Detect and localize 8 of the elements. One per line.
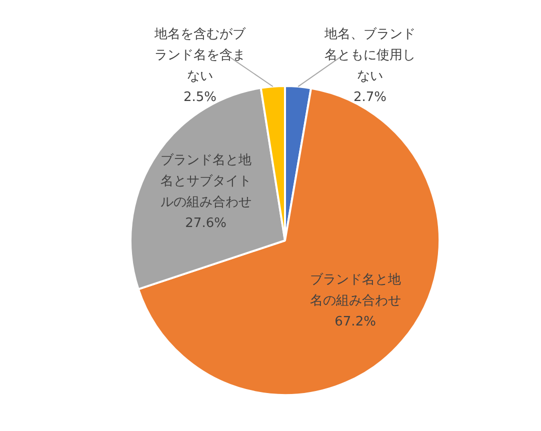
data-label: 27.6% <box>185 216 226 232</box>
slice-label: ブランド名と地名とサブタイトルの組み合わせ <box>160 153 252 210</box>
data-label: 2.5% <box>184 90 217 105</box>
data-label: 67.2% <box>334 314 376 330</box>
data-label: 2.7% <box>353 90 386 105</box>
slice-label: 地名を含むがブランド名を含まない <box>154 26 247 84</box>
slice-label: 地名、ブランド名ともに使用しない <box>323 26 416 84</box>
slice-label: ブランド名と地名の組み合わせ <box>310 272 401 308</box>
